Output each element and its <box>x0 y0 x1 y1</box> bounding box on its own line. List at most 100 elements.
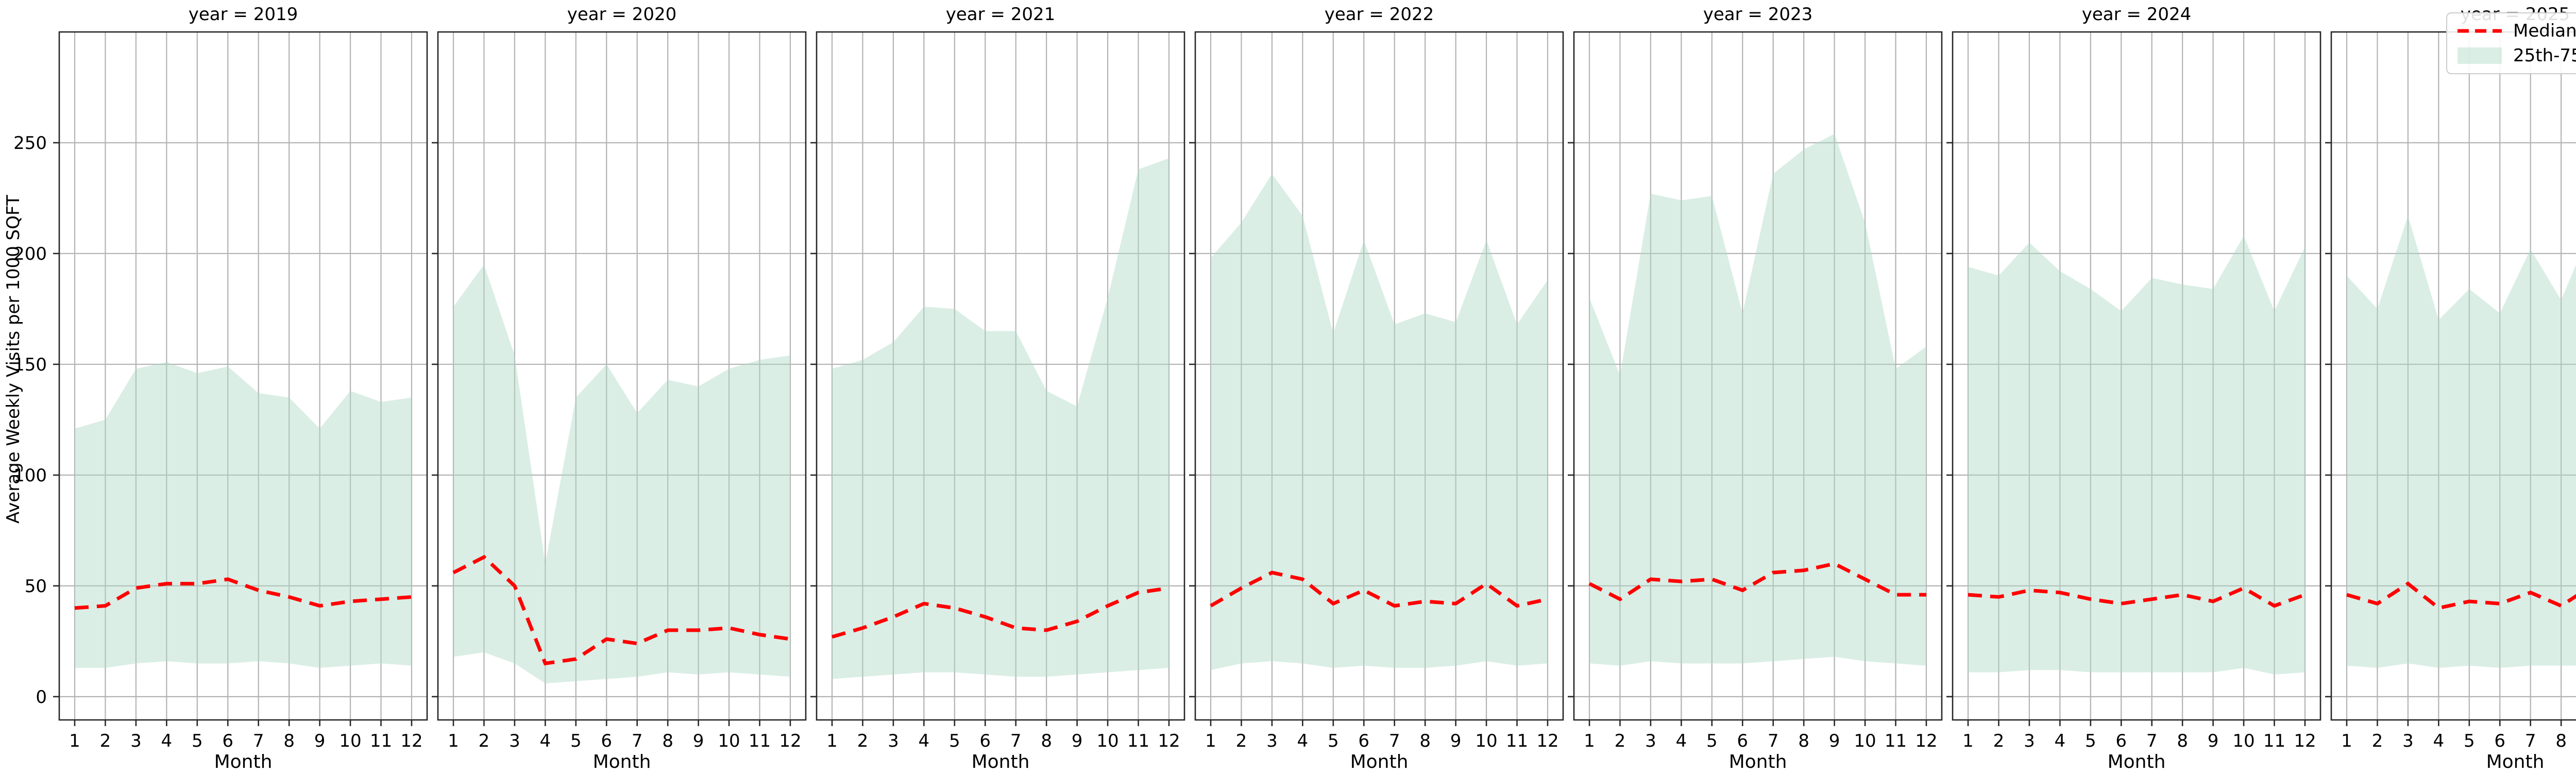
svg-text:5: 5 <box>949 731 960 751</box>
svg-text:100: 100 <box>13 465 47 486</box>
svg-text:5: 5 <box>192 731 203 751</box>
svg-text:8: 8 <box>662 731 673 751</box>
svg-text:8: 8 <box>2177 731 2188 751</box>
svg-text:10: 10 <box>1096 731 1118 751</box>
svg-text:3: 3 <box>509 731 520 751</box>
legend-label: Median <box>2513 21 2576 41</box>
svg-text:12: 12 <box>1915 731 1937 751</box>
svg-text:6: 6 <box>1358 731 1369 751</box>
svg-text:10: 10 <box>1475 731 1497 751</box>
svg-text:200: 200 <box>13 244 47 264</box>
legend-label: 25th-75th Percentile <box>2513 45 2576 66</box>
svg-text:7: 7 <box>1010 731 1022 751</box>
svg-text:10: 10 <box>718 731 740 751</box>
svg-text:10: 10 <box>2232 731 2255 751</box>
svg-text:6: 6 <box>1737 731 1748 751</box>
svg-text:3: 3 <box>1645 731 1656 751</box>
svg-text:12: 12 <box>1158 731 1180 751</box>
svg-text:1: 1 <box>2341 731 2352 751</box>
svg-text:12: 12 <box>400 731 422 751</box>
svg-text:9: 9 <box>2208 731 2219 751</box>
svg-text:2: 2 <box>1993 731 2005 751</box>
svg-text:2: 2 <box>857 731 869 751</box>
svg-text:12: 12 <box>779 731 801 751</box>
svg-text:5: 5 <box>2464 731 2475 751</box>
svg-text:7: 7 <box>632 731 643 751</box>
x-axis-label: Month <box>2107 751 2166 772</box>
svg-text:11: 11 <box>1885 731 1907 751</box>
svg-text:2: 2 <box>1236 731 1247 751</box>
svg-text:2: 2 <box>479 731 490 751</box>
x-axis-label: Month <box>1350 751 1409 772</box>
svg-text:7: 7 <box>1389 731 1400 751</box>
svg-text:2: 2 <box>100 731 111 751</box>
svg-text:6: 6 <box>222 731 233 751</box>
svg-text:5: 5 <box>1328 731 1339 751</box>
legend-item-percentile: 25th-75th Percentile <box>2458 45 2576 66</box>
svg-text:7: 7 <box>2146 731 2158 751</box>
facet-title: year = 2024 <box>2081 4 2192 25</box>
svg-text:8: 8 <box>1798 731 1809 751</box>
svg-text:7: 7 <box>253 731 264 751</box>
svg-text:11: 11 <box>2263 731 2285 751</box>
svg-text:8: 8 <box>283 731 295 751</box>
svg-text:2: 2 <box>1615 731 1626 751</box>
facet-title: year = 2022 <box>1324 4 1434 25</box>
svg-text:0: 0 <box>36 687 47 708</box>
svg-text:9: 9 <box>1072 731 1083 751</box>
svg-text:250: 250 <box>13 133 47 154</box>
facet-2024: year = 2024 1 2 3 4 5 6 7 8 9 10 11 12 Month <box>1946 0 2321 773</box>
svg-text:4: 4 <box>161 731 173 751</box>
svg-text:10: 10 <box>1854 731 1876 751</box>
svg-text:1: 1 <box>1962 731 1974 751</box>
x-axis-label: Month <box>971 751 1030 772</box>
x-axis-label: Month <box>2486 751 2545 772</box>
svg-text:4: 4 <box>2433 731 2445 751</box>
svg-text:3: 3 <box>888 731 899 751</box>
svg-text:1: 1 <box>826 731 838 751</box>
svg-text:9: 9 <box>1450 731 1462 751</box>
svg-text:11: 11 <box>749 731 771 751</box>
svg-text:7: 7 <box>2525 731 2536 751</box>
svg-text:8: 8 <box>1041 731 1052 751</box>
svg-text:1: 1 <box>448 731 459 751</box>
facet-2023: year = 2023 1 2 3 4 5 6 7 8 9 10 11 12 Month <box>1568 0 1943 773</box>
svg-text:4: 4 <box>1297 731 1309 751</box>
svg-text:3: 3 <box>130 731 142 751</box>
svg-text:3: 3 <box>2024 731 2035 751</box>
svg-text:1: 1 <box>69 731 80 751</box>
x-axis-label: Month <box>592 751 651 772</box>
svg-text:1: 1 <box>1205 731 1216 751</box>
facet-2021: year = 2021 1 2 3 4 5 6 7 8 9 10 11 12 Month <box>810 0 1185 773</box>
svg-text:4: 4 <box>540 731 551 751</box>
svg-text:5: 5 <box>570 731 582 751</box>
legend-item-median: Median <box>2458 21 2576 41</box>
svg-text:9: 9 <box>1829 731 1840 751</box>
svg-text:6: 6 <box>2494 731 2505 751</box>
svg-text:1: 1 <box>1584 731 1595 751</box>
svg-text:11: 11 <box>1506 731 1528 751</box>
svg-text:11: 11 <box>1127 731 1149 751</box>
svg-text:12: 12 <box>2294 731 2316 751</box>
svg-text:4: 4 <box>2055 731 2066 751</box>
svg-text:8: 8 <box>2555 731 2567 751</box>
svg-text:50: 50 <box>25 576 47 597</box>
svg-text:6: 6 <box>979 731 991 751</box>
facet-2019: year = 2019 0 50 100 150 200 250 1 2 3 4 5 6 7 8 9 10 11… <box>13 0 428 773</box>
x-axis-label: Month <box>214 751 273 772</box>
facet-title: year = 2020 <box>567 4 677 25</box>
svg-text:3: 3 <box>2402 731 2414 751</box>
svg-text:3: 3 <box>1266 731 1278 751</box>
x-axis-label: Month <box>1728 751 1787 772</box>
legend: Median 25th-75th Percentile <box>2446 12 2576 74</box>
svg-text:6: 6 <box>2115 731 2127 751</box>
svg-text:150: 150 <box>13 355 47 375</box>
